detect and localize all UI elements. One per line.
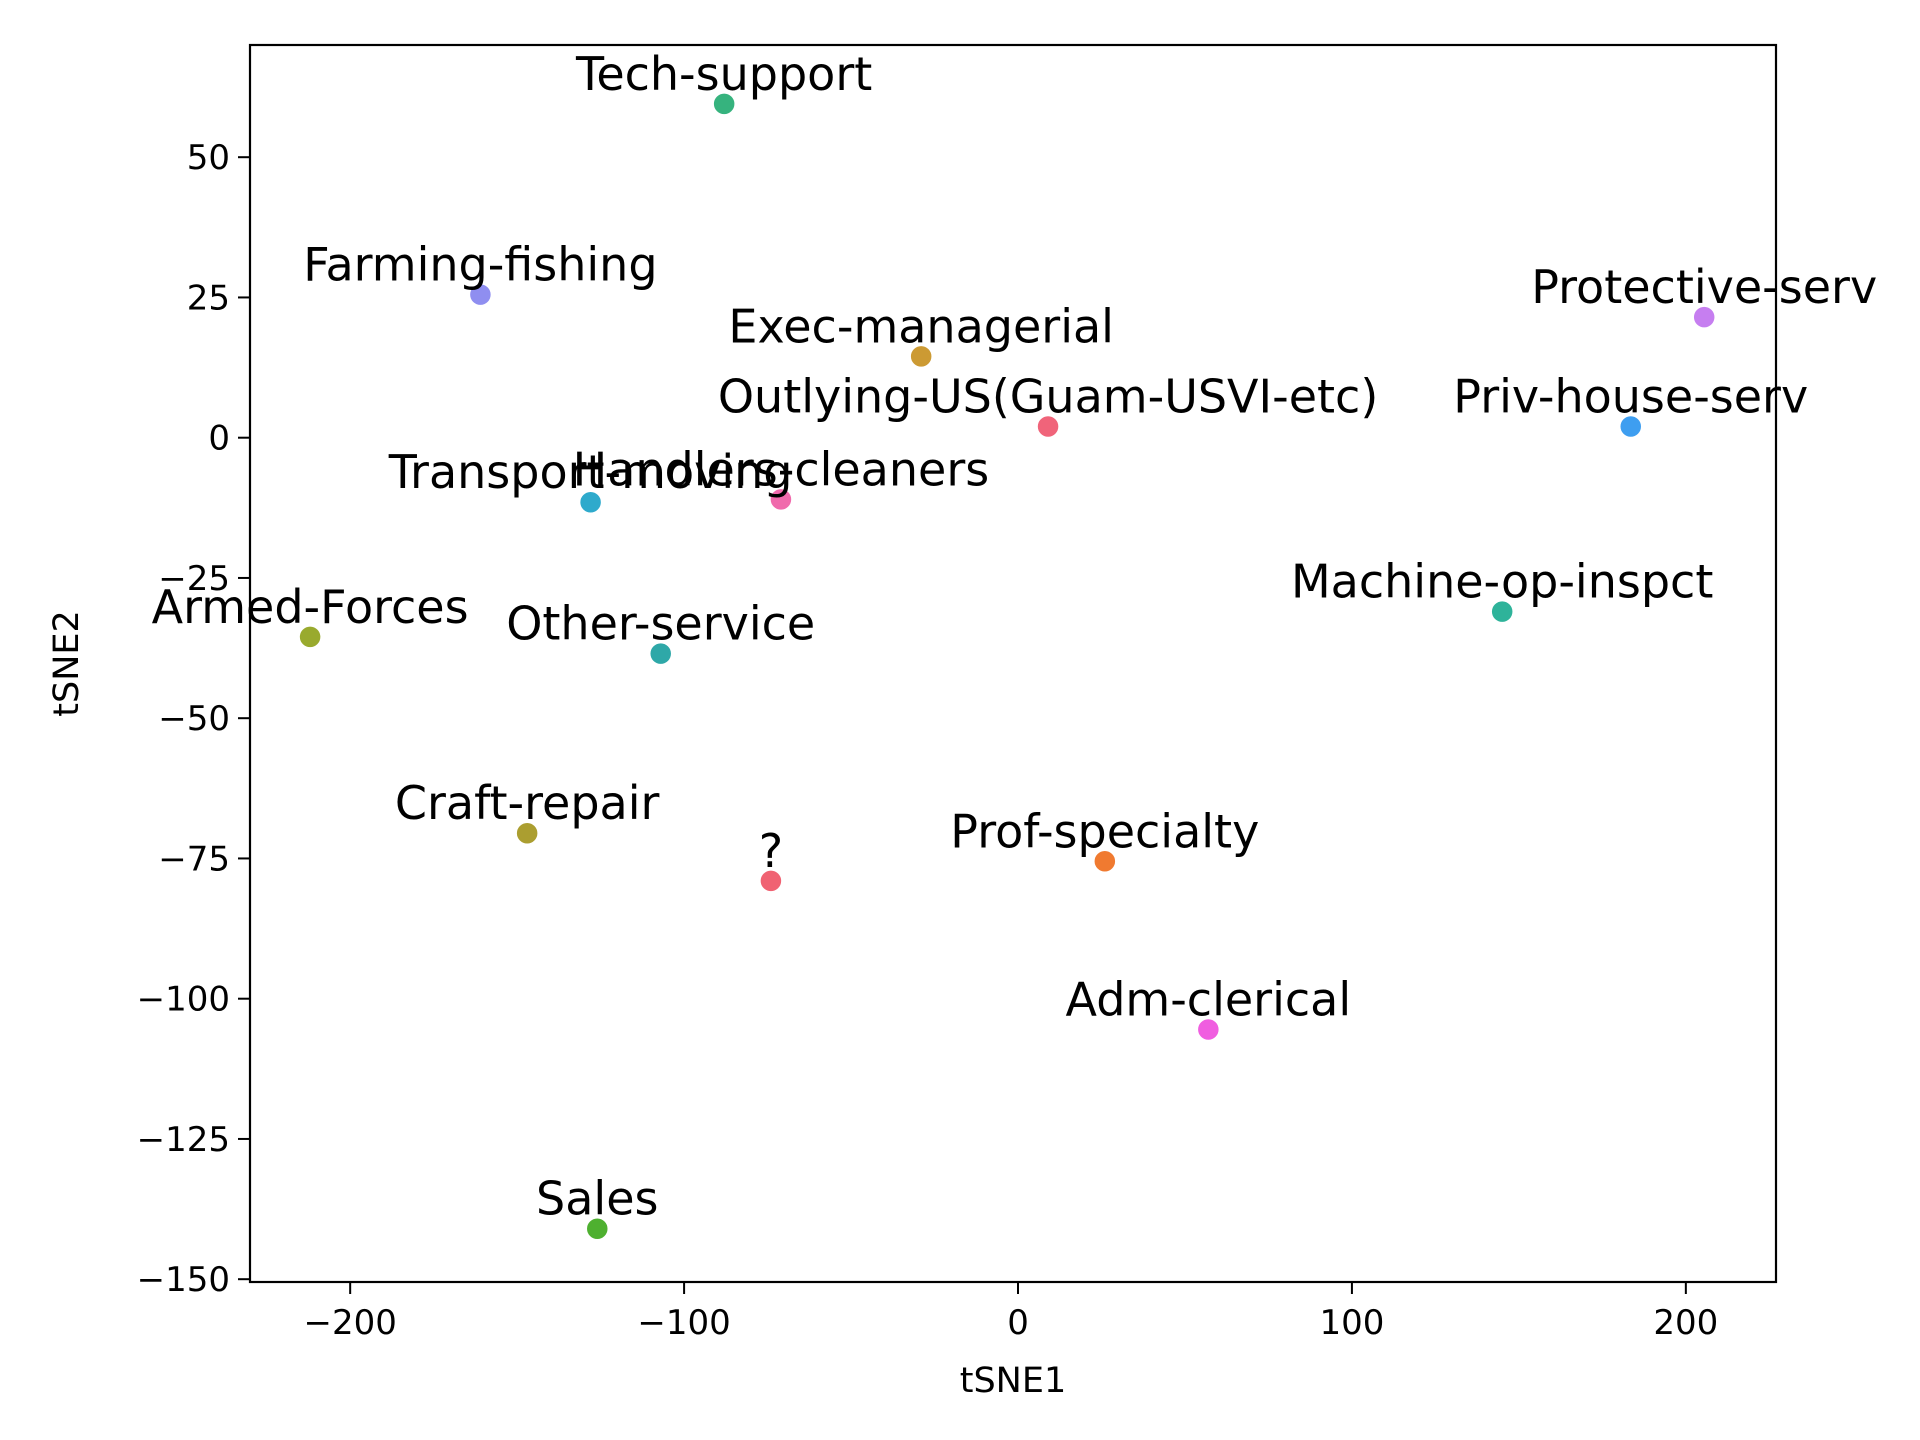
scatter-point [1618,414,1643,439]
scatter-point [1490,599,1514,624]
y-axis-label: tSNE2 [47,610,87,717]
x-tick-label: 0 [1007,1303,1029,1343]
scatter-point [909,344,933,369]
x-tick-label: 200 [1653,1303,1718,1343]
point-label: Protective-serv [1531,260,1877,314]
y-tick-label: 50 [187,138,230,178]
scatter-point [1036,414,1060,439]
scatter-point [585,1216,610,1241]
point-label: Exec-managerial [728,299,1114,353]
scatter-point [298,625,322,649]
point-label: Tech-support [575,47,872,101]
scatter-point [1692,305,1716,329]
point-label: Other-service [506,597,815,651]
point-label: ? [759,824,783,878]
x-tick-label: 100 [1319,1303,1384,1343]
scatter-point [468,282,493,307]
scatter-point [1196,1017,1221,1042]
scatter-point [759,869,783,893]
y-tick-label: −50 [158,699,230,739]
y-tick-label: 25 [187,278,230,318]
point-label: Machine-op-inspct [1291,555,1713,609]
plot-frame [248,43,1778,1284]
y-tick-label: −150 [137,1260,230,1300]
y-tick-label: −125 [137,1120,230,1160]
scatter-point [1093,849,1117,874]
scatter-point [712,92,736,116]
point-label: Sales [536,1172,658,1226]
point-label: Craft-repair [395,776,660,830]
point-label: Prof-specialty [950,804,1259,858]
y-tick-label: −75 [158,839,230,879]
points-layer [298,92,1716,1241]
y-tick-label: 0 [208,419,230,459]
scatter-point [515,821,539,845]
point-label: Handlers-cleaners [573,442,990,496]
y-tick-label: −100 [137,980,230,1020]
labels-layer: Tech-support Farming-fishing Protective-se… [152,47,1878,1226]
scatter-point [648,641,673,666]
point-label: Outlying-US(Guam-USVI-etc) [718,369,1378,423]
point-label: Armed-Forces [152,580,469,634]
x-axis-label: tSNE1 [960,1361,1067,1401]
point-label: Priv-house-serv [1453,369,1808,423]
y-tick-label: −25 [158,559,230,599]
point-label: Farming-fishing [303,238,657,292]
scatter-point [769,487,793,512]
scatter-point [578,490,603,514]
point-label: Transport-moving [388,445,793,499]
x-tick-label: −200 [303,1303,396,1343]
point-label: Adm-clerical [1066,973,1352,1027]
x-tick-label: −100 [637,1303,730,1343]
ticks-layer: −200 −100 0 100 200 50 25 0 −25 −50 −75 −100 −125 −15… [137,138,1719,1343]
